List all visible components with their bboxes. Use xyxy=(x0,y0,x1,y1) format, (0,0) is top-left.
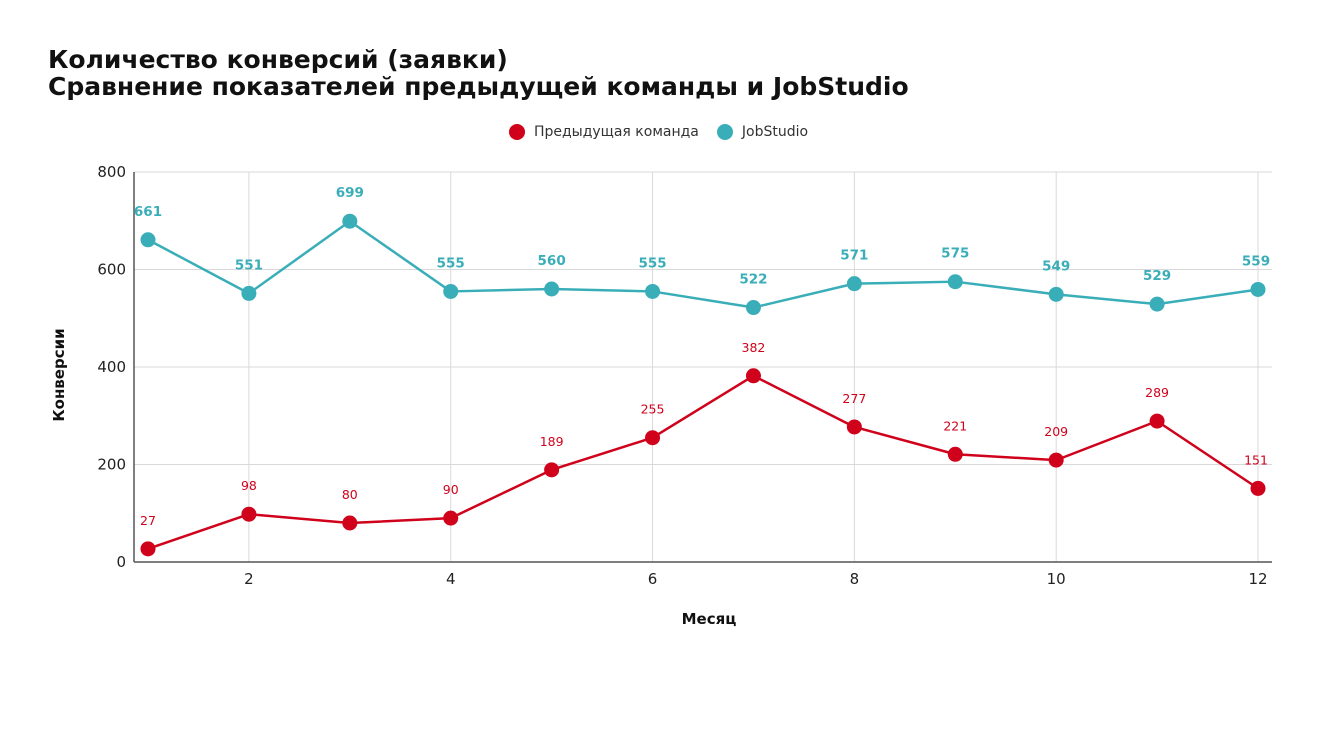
data-label-previous-team: 277 xyxy=(842,391,866,406)
data-point-previous-team xyxy=(1250,480,1266,496)
y-tick-label: 0 xyxy=(116,553,126,571)
data-point-jobstudio xyxy=(140,232,156,248)
data-point-jobstudio xyxy=(947,274,963,290)
data-label-previous-team: 209 xyxy=(1044,424,1068,439)
data-label-previous-team: 151 xyxy=(1244,452,1268,467)
data-label-previous-team: 27 xyxy=(140,513,156,528)
data-point-previous-team xyxy=(443,510,459,526)
data-point-previous-team xyxy=(1048,452,1064,468)
data-label-previous-team: 289 xyxy=(1145,385,1169,400)
y-tick-label: 600 xyxy=(97,261,126,279)
legend-label-previous-team: Предыдущая команда xyxy=(533,124,699,140)
series-line-previous-team xyxy=(147,374,1259,551)
x-tick-label: 6 xyxy=(648,570,658,588)
y-tick-label: 400 xyxy=(97,358,126,376)
legend-marker-previous-team xyxy=(508,124,525,140)
data-point-jobstudio xyxy=(544,281,560,297)
data-point-previous-team xyxy=(140,541,156,557)
data-label-jobstudio: 551 xyxy=(235,257,263,273)
data-label-previous-team: 382 xyxy=(742,340,766,355)
data-label-previous-team: 90 xyxy=(443,482,459,497)
data-point-jobstudio xyxy=(645,283,661,299)
x-tick-label: 12 xyxy=(1248,570,1267,588)
data-point-jobstudio xyxy=(1149,296,1165,312)
data-label-jobstudio: 522 xyxy=(739,272,767,288)
data-label-previous-team: 255 xyxy=(641,402,665,417)
data-point-jobstudio xyxy=(846,276,862,292)
data-point-previous-team xyxy=(544,462,560,478)
data-label-jobstudio: 555 xyxy=(437,255,465,271)
data-point-previous-team xyxy=(846,419,862,435)
data-label-previous-team: 221 xyxy=(943,418,967,433)
data-point-previous-team xyxy=(745,368,761,384)
data-label-jobstudio: 571 xyxy=(840,248,868,264)
x-tick-label: 2 xyxy=(244,570,254,588)
data-point-previous-team xyxy=(645,430,661,446)
legend-item-jobstudio[interactable]: JobStudio xyxy=(716,124,809,140)
x-axis-title: Месяц xyxy=(682,610,737,628)
data-point-previous-team xyxy=(342,515,358,531)
data-point-jobstudio xyxy=(342,213,358,229)
data-point-previous-team xyxy=(1149,413,1165,429)
data-label-jobstudio: 661 xyxy=(134,204,162,220)
data-label-jobstudio: 549 xyxy=(1042,258,1070,274)
data-label-jobstudio: 559 xyxy=(1242,253,1270,269)
data-point-jobstudio xyxy=(1250,281,1266,297)
series-line-jobstudio xyxy=(147,219,1259,309)
chart-title-line-2: Сравнение показателей предыдущей команды… xyxy=(48,72,909,101)
grid-lines xyxy=(134,171,1272,562)
x-tick-label: 10 xyxy=(1047,570,1066,588)
axes xyxy=(133,172,1272,563)
data-label-jobstudio: 529 xyxy=(1143,268,1171,284)
series-layer: 27 98 80 90 189 255 382 277 221 209 289 151 661 551 69… xyxy=(134,185,1270,557)
chart-title: Количество конверсий (заявки) Сравнение … xyxy=(48,46,909,100)
data-label-jobstudio: 560 xyxy=(538,253,566,269)
data-label-jobstudio: 699 xyxy=(336,185,364,201)
data-label-previous-team: 98 xyxy=(241,478,257,493)
y-tick-label: 800 xyxy=(97,163,126,181)
data-point-jobstudio xyxy=(241,285,257,301)
y-tick-label: 200 xyxy=(97,456,126,474)
x-tick-label: 8 xyxy=(850,570,860,588)
data-point-jobstudio xyxy=(745,300,761,316)
data-point-previous-team xyxy=(947,446,963,462)
x-tick-label: 4 xyxy=(446,570,456,588)
legend-marker-jobstudio xyxy=(716,124,733,140)
chart-title-line-1: Количество конверсий (заявки) xyxy=(48,45,508,74)
data-label-previous-team: 189 xyxy=(540,434,564,449)
data-point-previous-team xyxy=(241,506,257,522)
y-axis-title: Конверсии xyxy=(50,328,68,421)
data-label-jobstudio: 575 xyxy=(941,246,969,262)
chart-legend: Предыдущая команда JobStudio xyxy=(0,124,1317,140)
legend-label-jobstudio: JobStudio xyxy=(741,124,809,140)
data-label-previous-team: 80 xyxy=(342,487,358,502)
data-point-jobstudio xyxy=(443,283,459,299)
legend-item-previous-team[interactable]: Предыдущая команда xyxy=(508,124,699,140)
tick-labels: 0 200 400 600 800 2 4 6 8 10 12 xyxy=(97,163,1267,588)
data-label-jobstudio: 555 xyxy=(638,255,666,271)
data-point-jobstudio xyxy=(1048,286,1064,302)
